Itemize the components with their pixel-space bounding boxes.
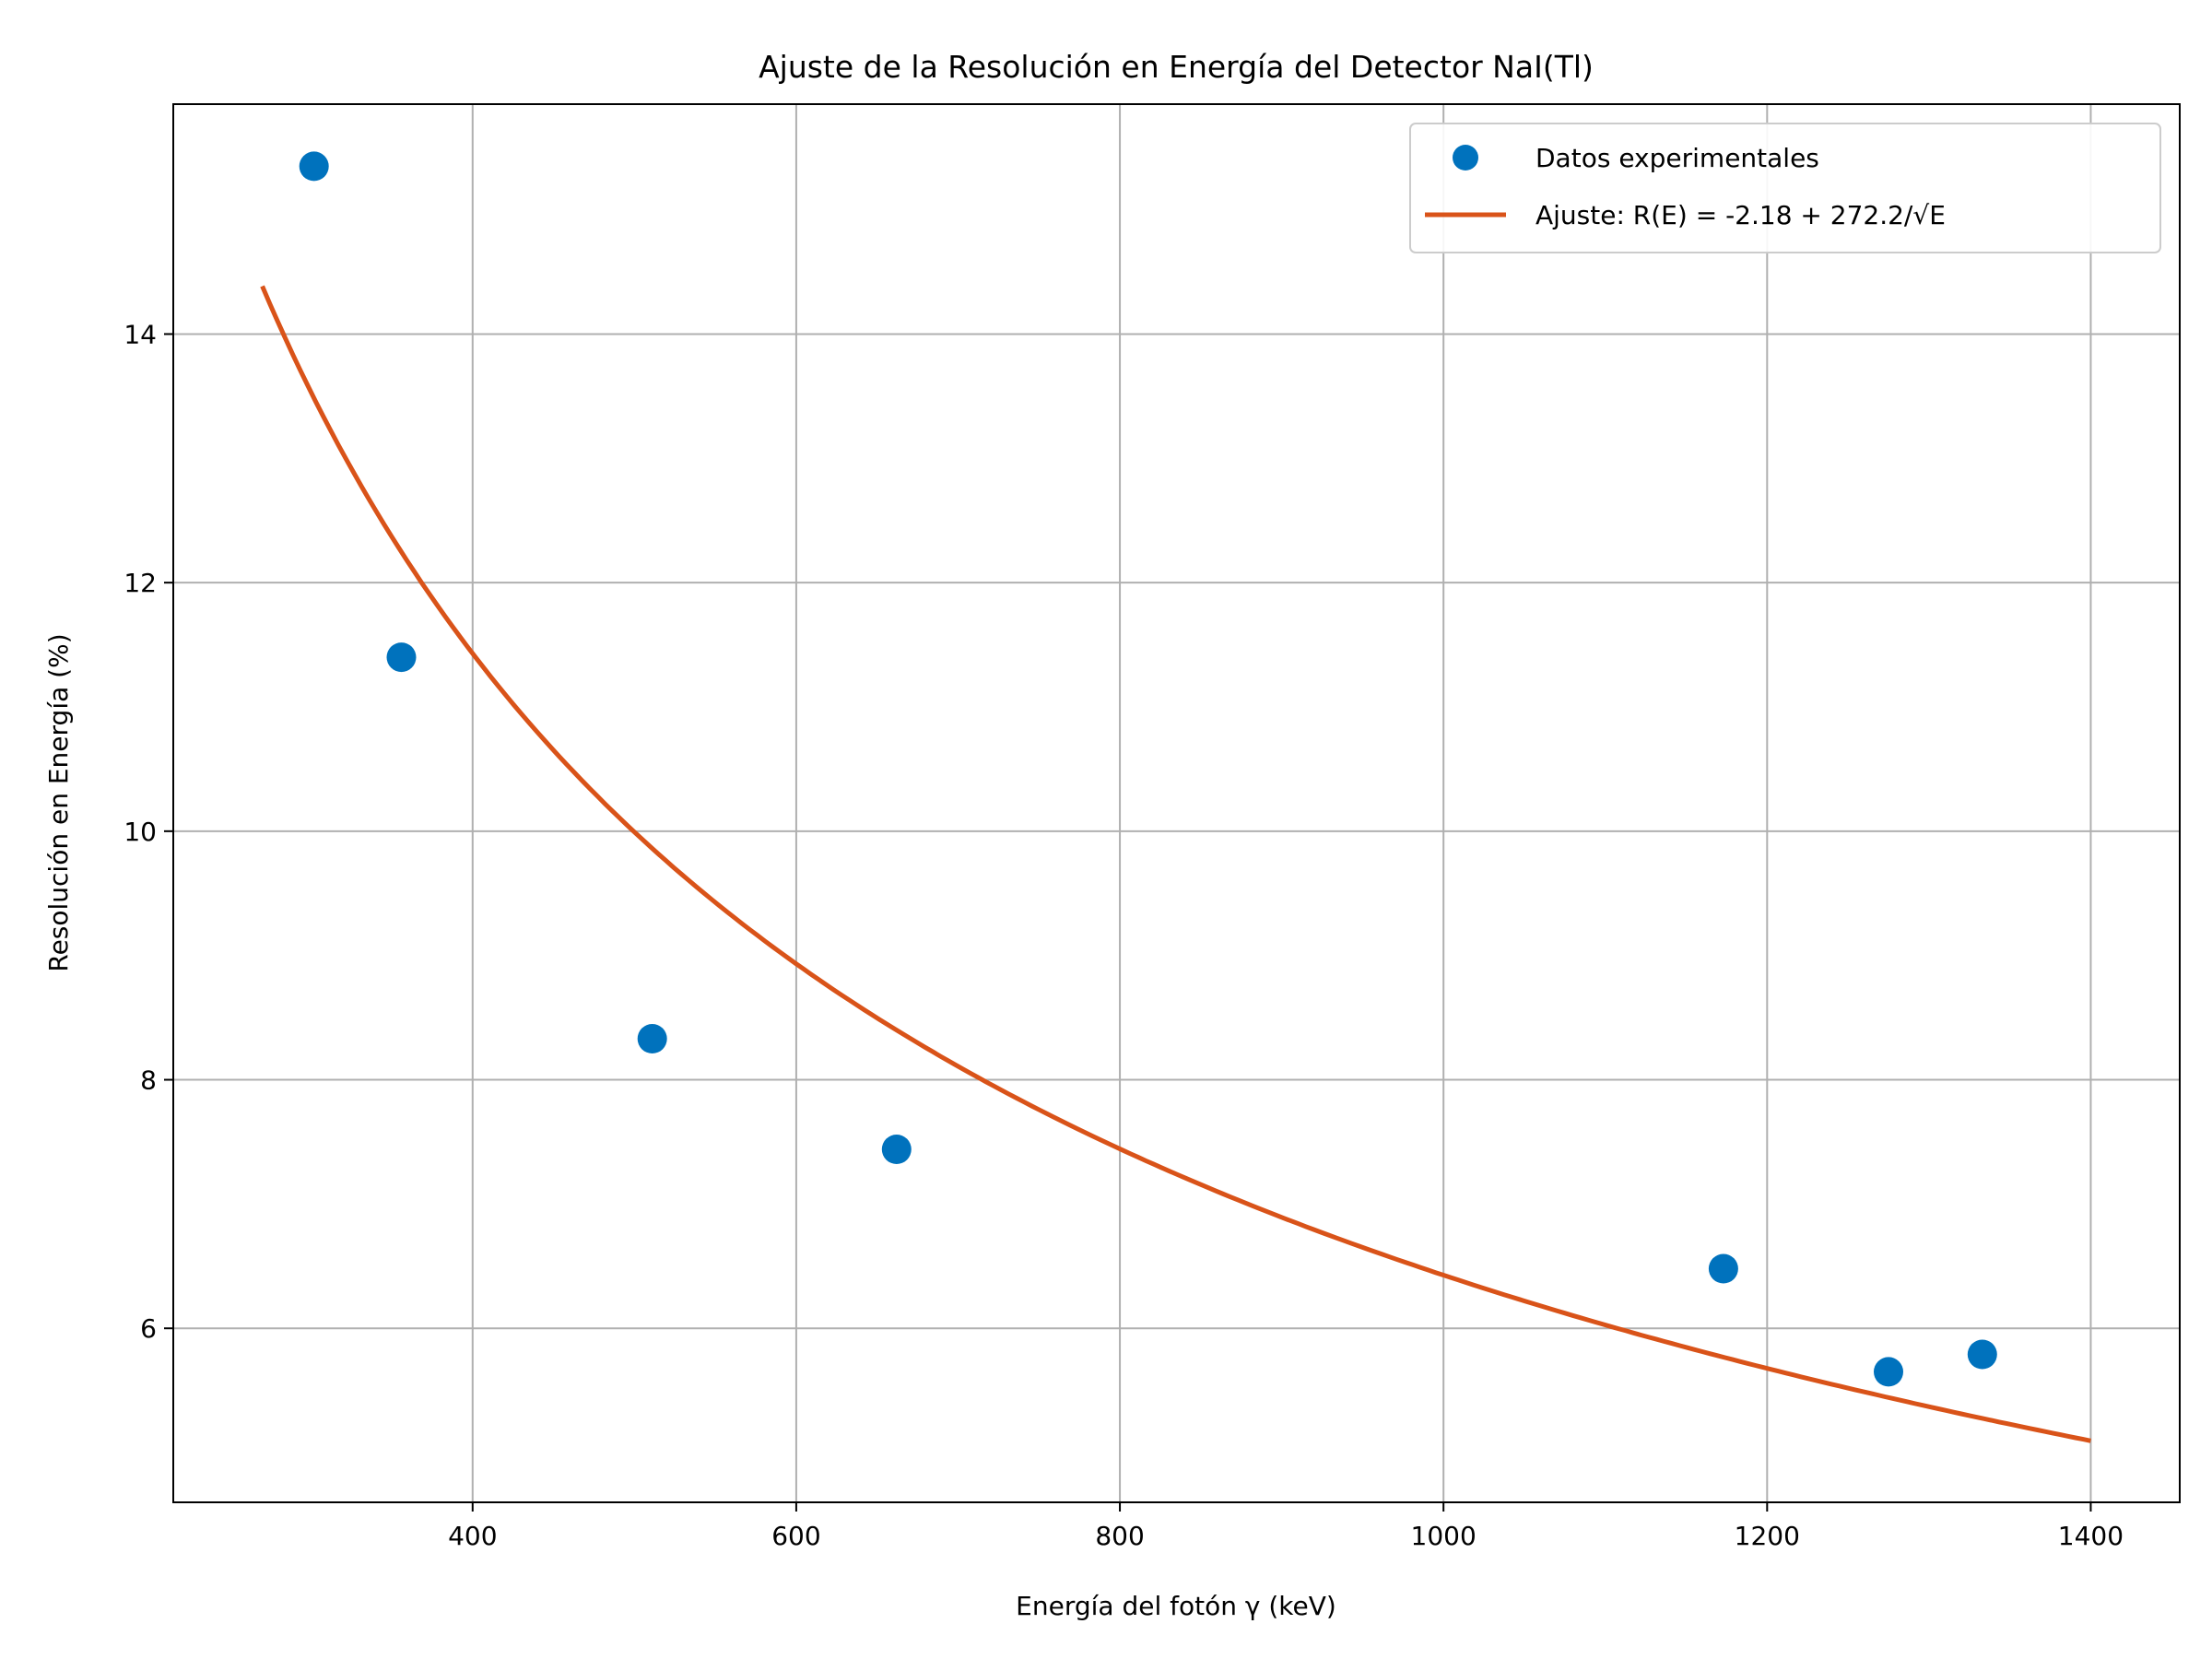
y-axis-label: Resolución en Energía (%) bbox=[43, 633, 74, 971]
chart-title: Ajuste de la Resolución en Energía del D… bbox=[759, 49, 1594, 85]
y-axis: 6 8 10 12 14 bbox=[124, 319, 173, 1344]
y-tick-label: 8 bbox=[140, 1065, 157, 1096]
legend: Datos experimentales Ajuste: R(E) = -2.1… bbox=[1409, 123, 2161, 253]
y-tick-label: 12 bbox=[124, 568, 157, 598]
x-tick-label: 600 bbox=[771, 1521, 820, 1551]
legend-marker-datos bbox=[1453, 145, 1478, 171]
data-point bbox=[1708, 1253, 1738, 1284]
x-axis: 400 600 800 1000 1200 1400 bbox=[448, 1502, 2124, 1551]
legend-box bbox=[1409, 123, 2161, 253]
x-tick-label: 400 bbox=[448, 1521, 497, 1551]
grid bbox=[173, 104, 2180, 1502]
points-layer bbox=[299, 151, 1997, 1387]
data-point bbox=[1967, 1339, 1997, 1370]
data-point bbox=[637, 1024, 667, 1053]
x-tick-label: 800 bbox=[1095, 1521, 1144, 1551]
legend-label-datos: Datos experimentales bbox=[1535, 143, 1819, 173]
x-tick-label: 1000 bbox=[1411, 1521, 1477, 1551]
data-point bbox=[299, 151, 329, 182]
fit-layer bbox=[260, 285, 2091, 1443]
data-point bbox=[386, 642, 417, 673]
x-tick-label: 1400 bbox=[2058, 1521, 2124, 1551]
y-tick-label: 6 bbox=[140, 1313, 157, 1344]
y-tick-label: 10 bbox=[124, 817, 157, 847]
x-tick-label: 1200 bbox=[1735, 1521, 1800, 1551]
plot-frame bbox=[172, 103, 2181, 1503]
legend-label-ajuste: Ajuste: R(E) = -2.18 + 272.2/√E bbox=[1535, 200, 1946, 230]
data-point bbox=[881, 1135, 912, 1164]
y-tick-label: 14 bbox=[124, 319, 157, 349]
x-axis-label: Energía del fotón γ (keV) bbox=[1016, 1591, 1336, 1621]
data-point bbox=[1874, 1357, 1903, 1387]
fit-curve bbox=[260, 285, 2091, 1443]
